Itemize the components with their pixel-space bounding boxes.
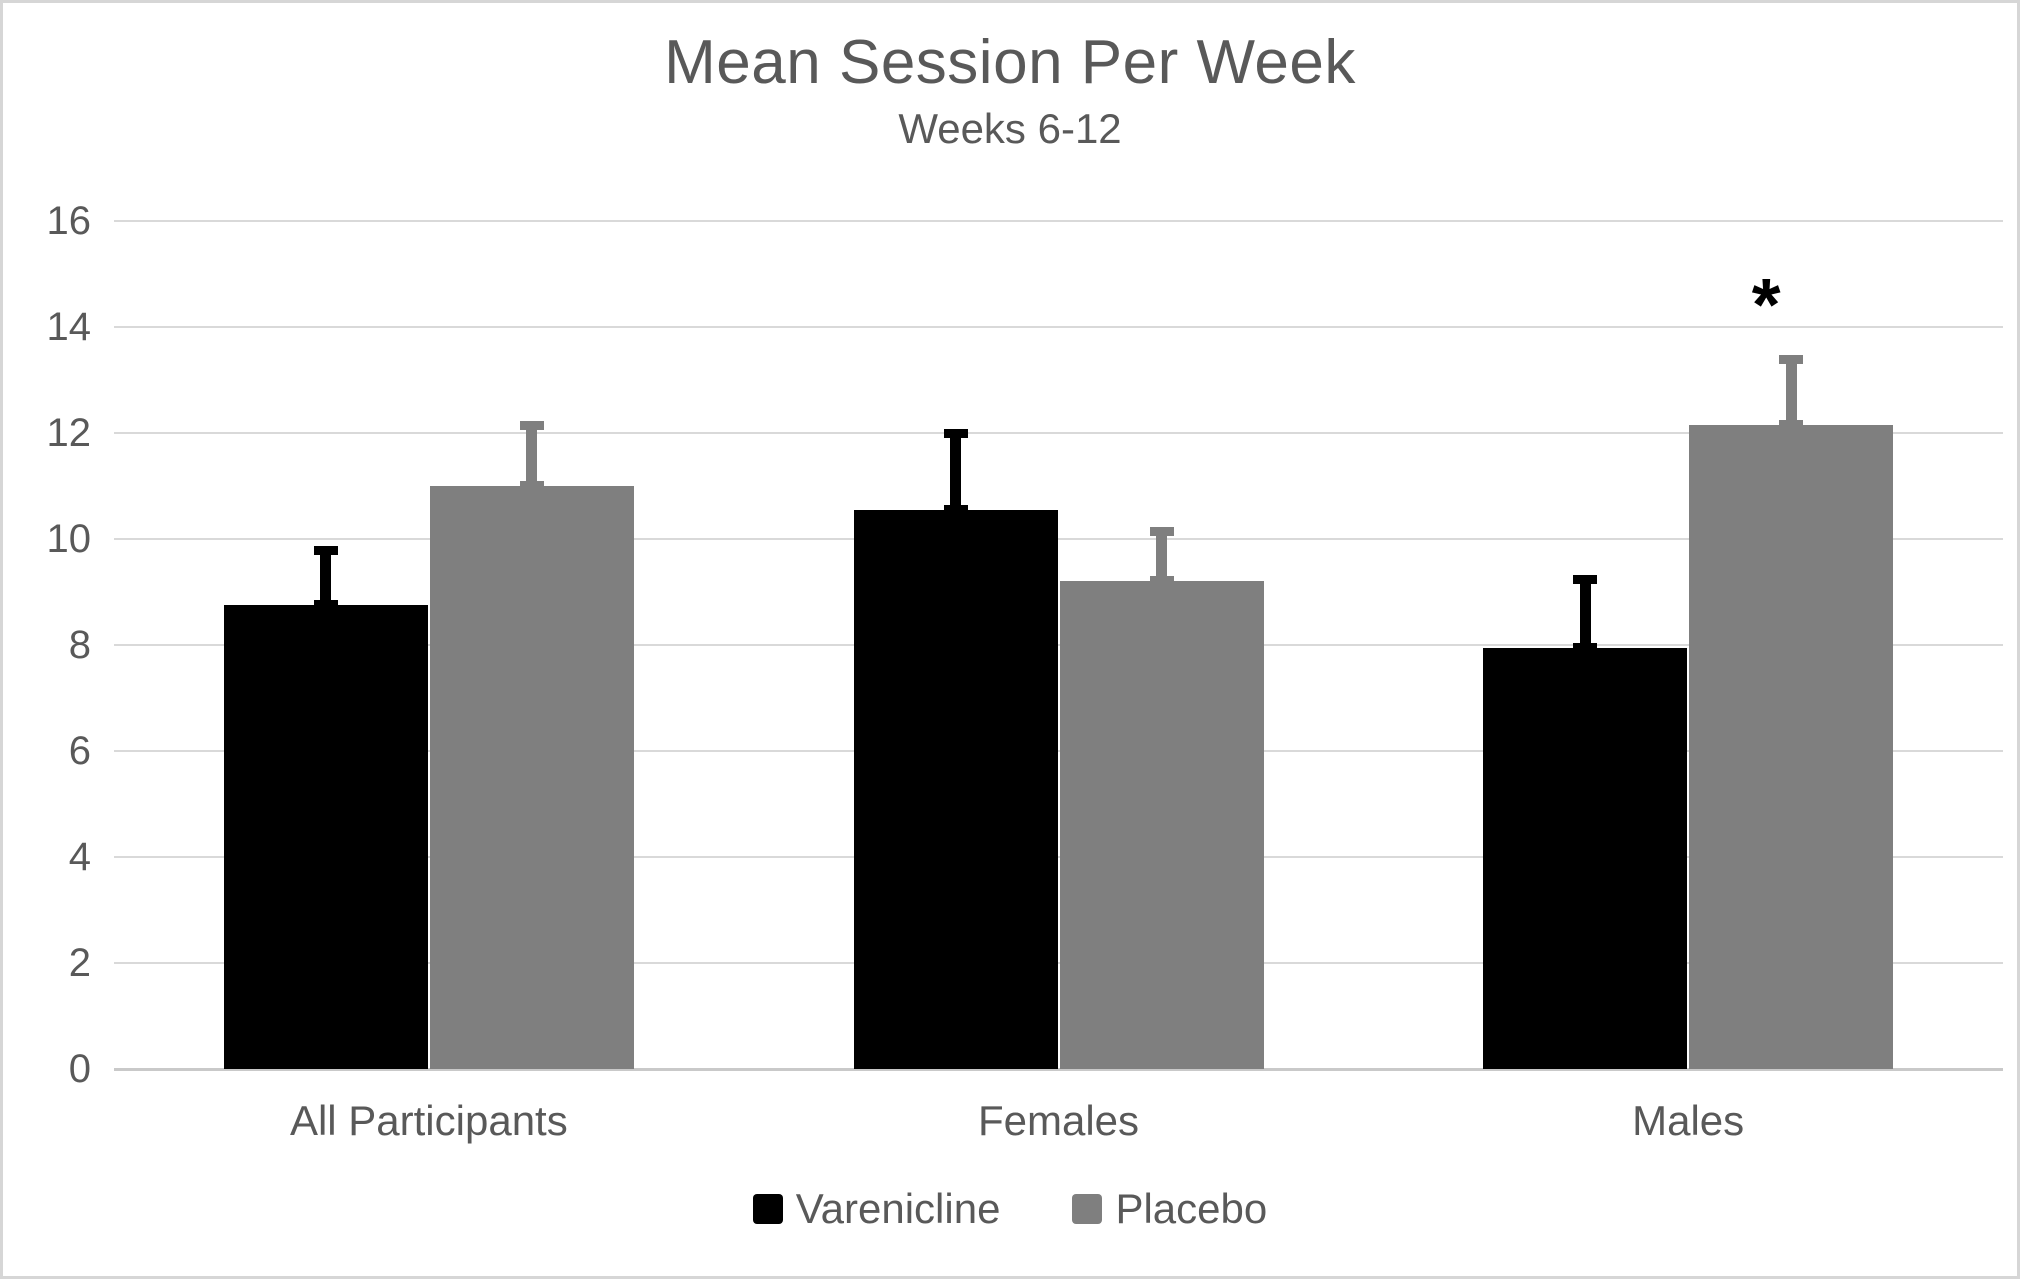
error-bar-bottom-cap xyxy=(1779,420,1804,430)
error-bar-top-cap xyxy=(943,429,968,438)
significance-asterisk: * xyxy=(1751,262,1781,346)
category-label-females: Females xyxy=(977,1097,1140,1144)
bar-placebo-males xyxy=(1689,425,1894,1069)
gridline xyxy=(114,644,2003,646)
legend-item-placebo: Placebo xyxy=(1072,1185,1267,1233)
error-bar-line xyxy=(526,425,538,486)
gridline xyxy=(114,538,2003,540)
error-bar-top-cap xyxy=(1149,527,1174,537)
y-axis-tick-label: 6 xyxy=(68,729,91,773)
gridline xyxy=(114,432,2003,434)
error-bar-top-cap xyxy=(1573,574,1598,584)
legend-label-varenicline: Varenicline xyxy=(795,1185,1001,1232)
error-bar-line xyxy=(1579,578,1591,648)
gridline xyxy=(114,750,2003,752)
y-axis-tick-label: 2 xyxy=(68,941,91,985)
error-bar-top-cap xyxy=(519,421,544,431)
error-bar-bottom-cap xyxy=(313,600,338,610)
error-bar-top-cap xyxy=(1779,354,1804,364)
y-axis-tick-label: 4 xyxy=(68,835,91,879)
bar-varenicline-females xyxy=(853,509,1058,1069)
error-bar-bottom-cap xyxy=(519,481,544,490)
varenicline-swatch-icon xyxy=(752,1194,783,1224)
placebo-swatch-icon xyxy=(1072,1194,1103,1224)
error-bar-line xyxy=(1156,531,1167,582)
error-bar-line xyxy=(950,433,961,510)
chart-title: Mean Session Per Week xyxy=(664,28,1356,97)
y-axis-tick-label: 0 xyxy=(68,1047,91,1091)
error-bar-line xyxy=(320,549,332,606)
error-bar-bottom-cap xyxy=(943,504,968,514)
chart-subtitle: Weeks 6-12 xyxy=(898,105,1122,152)
y-axis-tick-label: 12 xyxy=(46,411,92,455)
gridline xyxy=(114,856,2003,858)
bar-placebo-all-participants xyxy=(429,486,634,1069)
bar-varenicline-all-participants xyxy=(223,605,428,1069)
bar-placebo-females xyxy=(1059,581,1264,1069)
error-bar-bottom-cap xyxy=(1573,642,1598,652)
error-bar-line xyxy=(1785,358,1797,426)
chart-legend: Varenicline Placebo xyxy=(3,1185,2017,1233)
y-axis-tick-label: 14 xyxy=(46,305,92,349)
gridline xyxy=(114,220,2003,222)
gridline xyxy=(114,326,2003,328)
bar-varenicline-males xyxy=(1483,647,1688,1069)
error-bar-bottom-cap xyxy=(1149,576,1174,586)
legend-item-varenicline: Varenicline xyxy=(752,1185,1001,1233)
legend-label-placebo: Placebo xyxy=(1115,1185,1268,1232)
category-label-all-participants: All Participants xyxy=(289,1097,568,1144)
x-axis-line xyxy=(114,1068,2003,1071)
y-axis-tick-label: 10 xyxy=(46,517,92,561)
category-label-males: Males xyxy=(1632,1097,1745,1144)
y-axis-tick-label: 16 xyxy=(46,199,92,243)
gridline xyxy=(114,962,2003,964)
y-axis-tick-label: 8 xyxy=(68,623,91,667)
error-bar-top-cap xyxy=(313,545,338,555)
